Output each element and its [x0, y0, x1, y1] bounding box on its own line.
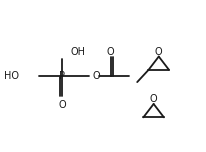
Text: HO: HO — [4, 71, 19, 81]
Text: O: O — [155, 47, 163, 57]
Text: OH: OH — [70, 47, 85, 57]
Text: O: O — [59, 100, 66, 110]
Text: O: O — [150, 94, 157, 104]
Text: O: O — [107, 47, 114, 57]
Text: O: O — [92, 71, 100, 81]
Text: P: P — [59, 71, 65, 81]
